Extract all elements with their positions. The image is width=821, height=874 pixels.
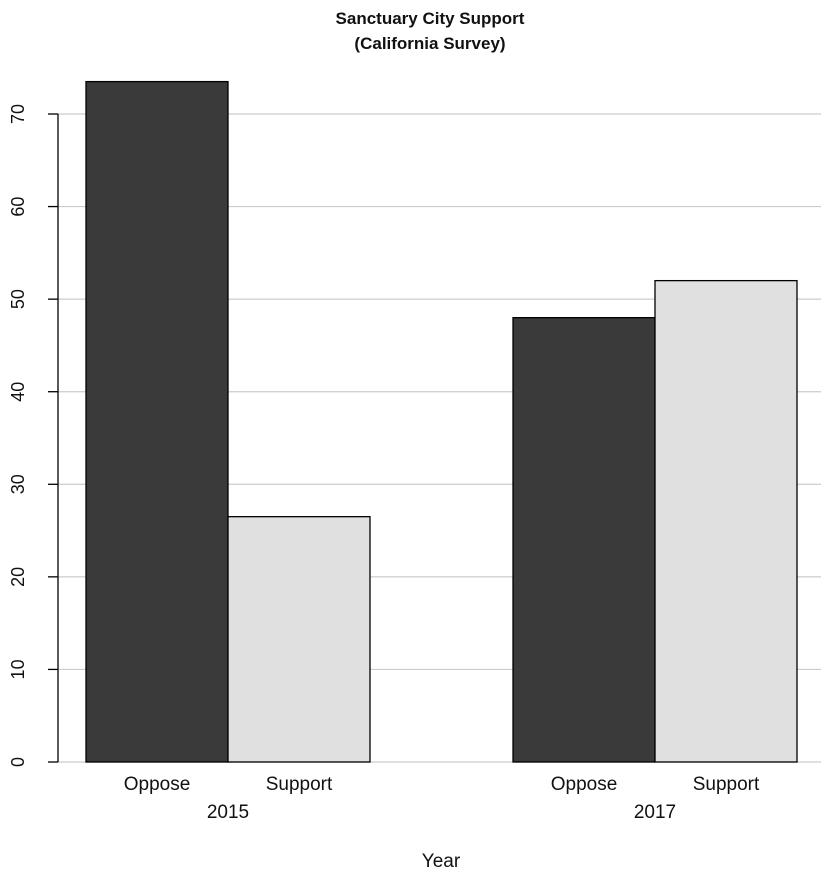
- bar-label-2017-oppose: Oppose: [551, 774, 618, 795]
- bar-2017-support: [654, 279, 798, 763]
- y-tick-label: 50: [8, 289, 28, 309]
- bar-label-2017-support: Support: [693, 774, 760, 795]
- category-labels: Oppose Support 2015 Oppose Support 2017: [124, 774, 760, 823]
- y-tick-label: 40: [8, 382, 28, 402]
- group-label-2015: 2015: [207, 802, 249, 823]
- bar-label-2015-support: Support: [266, 774, 333, 795]
- x-axis-title: Year: [422, 851, 461, 872]
- bars: [85, 80, 798, 763]
- y-tick-label: 20: [8, 567, 28, 587]
- bar-2015-oppose: [85, 80, 229, 763]
- y-tick-label: 60: [8, 197, 28, 217]
- chart-subtitle: (California Survey): [354, 34, 505, 53]
- chart-title: Sanctuary City Support: [336, 9, 525, 28]
- bar-label-2015-oppose: Oppose: [124, 774, 191, 795]
- bar-2015-support: [227, 516, 371, 763]
- y-tick-label: 10: [8, 659, 28, 679]
- y-tick-label: 30: [8, 474, 28, 494]
- group-label-2017: 2017: [634, 802, 676, 823]
- y-tick-label: 70: [8, 104, 28, 124]
- y-axis: 0 10 20 30 40 50 60 70: [8, 104, 59, 767]
- y-tick-label: 0: [8, 757, 28, 767]
- bar-2017-oppose: [512, 317, 656, 763]
